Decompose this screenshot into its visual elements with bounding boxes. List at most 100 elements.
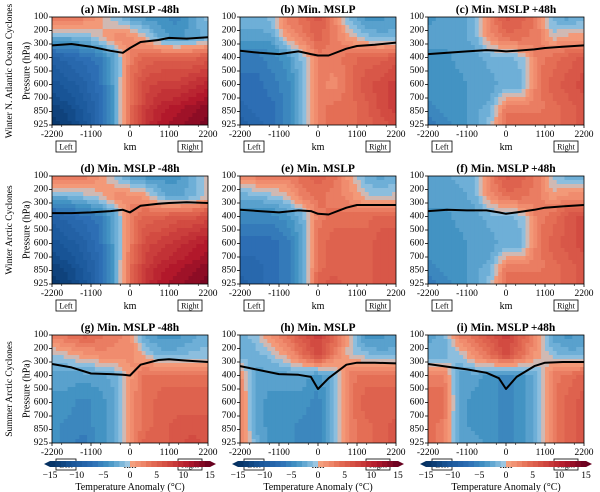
contour-cell — [360, 69, 366, 74]
contour-cell — [91, 101, 96, 106]
contour-cell — [329, 89, 334, 94]
contour-cell — [118, 256, 123, 261]
y-tick-label: 925 — [34, 120, 49, 130]
contour-cell — [576, 101, 581, 106]
contour-cell — [333, 85, 338, 90]
contour-cell — [149, 93, 154, 98]
contour-cell — [376, 49, 381, 54]
contour-cell — [360, 196, 366, 201]
contour-cell — [267, 25, 272, 30]
contour-cell — [71, 61, 76, 66]
contour-cell — [282, 97, 288, 102]
contour-cell — [467, 85, 472, 90]
contour-cell — [153, 224, 158, 229]
contour-cell — [529, 37, 534, 42]
contour-cell — [333, 105, 338, 110]
contour-cell — [463, 53, 468, 58]
contour-cell — [529, 21, 534, 26]
contour-cell — [102, 276, 107, 281]
contour-cell — [294, 113, 299, 118]
contour-cell — [302, 105, 307, 110]
contour-cell — [548, 37, 554, 42]
contour-cell — [63, 77, 68, 82]
contour-cell — [298, 93, 303, 98]
contour-cell — [196, 77, 201, 82]
contour-cell — [102, 248, 107, 253]
contour-cell — [91, 276, 96, 281]
contour-cell — [122, 73, 127, 78]
contour-cell — [52, 220, 57, 225]
contour-cell — [240, 101, 245, 106]
contour-cell — [486, 113, 491, 118]
contour-cell — [83, 61, 88, 66]
contour-cell — [290, 184, 295, 189]
contour-cell — [176, 236, 182, 241]
row-label: Winter Arctic Cyclones — [5, 185, 15, 275]
contour-cell — [529, 69, 534, 74]
contour-cell — [52, 57, 57, 62]
contour-cell — [564, 109, 569, 114]
contour-cell — [490, 57, 495, 62]
contour-cell — [169, 61, 174, 66]
contour-cell — [169, 97, 174, 102]
contour-cell — [298, 17, 303, 22]
contour-cell — [204, 224, 208, 229]
contour-cell — [306, 180, 311, 185]
contour-cell — [94, 256, 100, 261]
contour-cell — [149, 276, 154, 281]
contour-cell — [494, 25, 499, 30]
contour-cell — [91, 117, 96, 122]
contour-cell — [180, 176, 185, 181]
contour-cell — [259, 37, 264, 42]
contour-cell — [388, 105, 393, 110]
contour-cell — [392, 97, 396, 102]
contour-cell — [455, 93, 460, 98]
contour-cell — [71, 192, 76, 197]
contour-cell — [263, 45, 268, 50]
contour-cell — [329, 101, 334, 106]
contour-cell — [110, 248, 115, 253]
contour-cell — [267, 188, 272, 193]
contour-cell — [118, 89, 123, 94]
contour-cell — [451, 77, 456, 82]
contour-cell — [353, 65, 358, 70]
contour-cell — [52, 260, 57, 265]
contour-cell — [263, 113, 268, 118]
contour-cell — [459, 89, 464, 94]
contour-cell — [333, 17, 338, 22]
contour-cell — [149, 268, 154, 273]
contour-cell — [282, 93, 288, 98]
contour-cell — [447, 57, 452, 62]
contour-cell — [537, 17, 542, 22]
contour-cell — [576, 49, 581, 54]
contour-cell — [204, 252, 208, 257]
contour-cell — [259, 212, 264, 217]
contour-cell — [372, 121, 377, 125]
contour-cell — [176, 89, 182, 94]
contour-cell — [275, 101, 280, 106]
contour-cell — [106, 25, 111, 30]
contour-cell — [282, 192, 288, 197]
contour-cell — [102, 65, 107, 70]
contour-cell — [200, 77, 205, 82]
contour-cell — [79, 45, 84, 50]
contour-cell — [114, 69, 119, 74]
contour-cell — [137, 29, 143, 34]
contour-cell — [267, 89, 272, 94]
contour-cell — [482, 101, 487, 106]
contour-cell — [353, 37, 358, 42]
contour-cell — [145, 117, 150, 122]
contour-cell — [118, 280, 123, 284]
contour-cell — [240, 224, 245, 229]
contour-cell — [474, 101, 480, 106]
contour-cell — [114, 220, 119, 225]
contour-cell — [392, 117, 396, 122]
contour-cell — [91, 268, 96, 273]
contour-cell — [388, 97, 393, 102]
contour-cell — [388, 200, 393, 205]
contour-cell — [67, 176, 72, 181]
contour-cell — [176, 180, 182, 185]
contour-cell — [447, 113, 452, 118]
contour-cell — [200, 25, 205, 30]
contour-cell — [490, 109, 495, 114]
